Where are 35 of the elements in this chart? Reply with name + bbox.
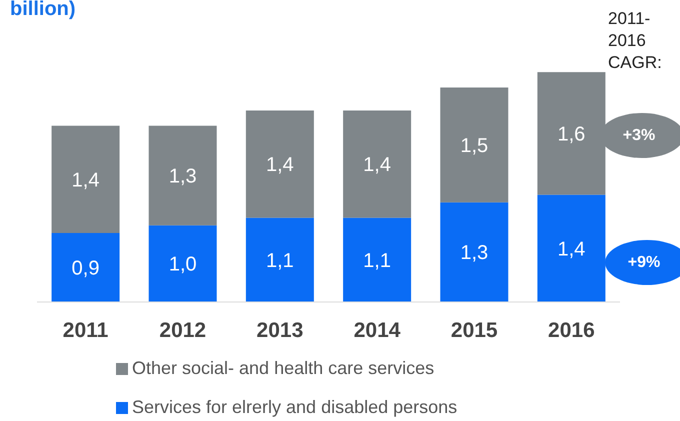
chart-title: billion) — [10, 0, 76, 21]
data-label: 1,4 — [72, 169, 100, 192]
data-label: 1,4 — [363, 154, 391, 176]
bar — [246, 218, 314, 302]
data-label: 1,1 — [266, 250, 294, 272]
bar — [52, 233, 120, 302]
oval-badge: +9% — [605, 240, 680, 285]
bar — [148, 225, 217, 302]
data-label: 1,0 — [168, 254, 197, 276]
data-label: 1,6 — [558, 123, 586, 146]
x-tick-label: 2012 — [159, 318, 206, 342]
x-tick-label: 2016 — [548, 318, 595, 342]
bar — [440, 87, 508, 202]
legend-label: Other social- and health care services — [131, 358, 436, 379]
bar — [246, 110, 314, 218]
data-label: 1,1 — [363, 250, 391, 272]
x-tick-label: 2011 — [62, 318, 109, 342]
bar — [343, 218, 412, 302]
x-tick-label: 2013 — [256, 318, 304, 342]
bar — [52, 126, 120, 234]
data-label: 1,4 — [266, 154, 294, 176]
data-label: 1,3 — [460, 242, 488, 264]
data-label: 1,5 — [460, 134, 488, 157]
bar — [343, 110, 412, 218]
bar — [537, 194, 606, 302]
legend-label: Services for elrerly and disabled persons — [131, 397, 458, 418]
bar — [537, 72, 606, 195]
data-label: 0,9 — [72, 258, 100, 280]
bar — [148, 126, 217, 226]
x-tick-label: 2015 — [450, 318, 498, 342]
bar — [440, 202, 508, 302]
data-label: 1,4 — [558, 238, 586, 260]
x-tick-label: 2014 — [354, 318, 401, 342]
text: 2011- 2016 CAGR: — [608, 8, 662, 74]
data-label: 1,3 — [168, 166, 197, 188]
